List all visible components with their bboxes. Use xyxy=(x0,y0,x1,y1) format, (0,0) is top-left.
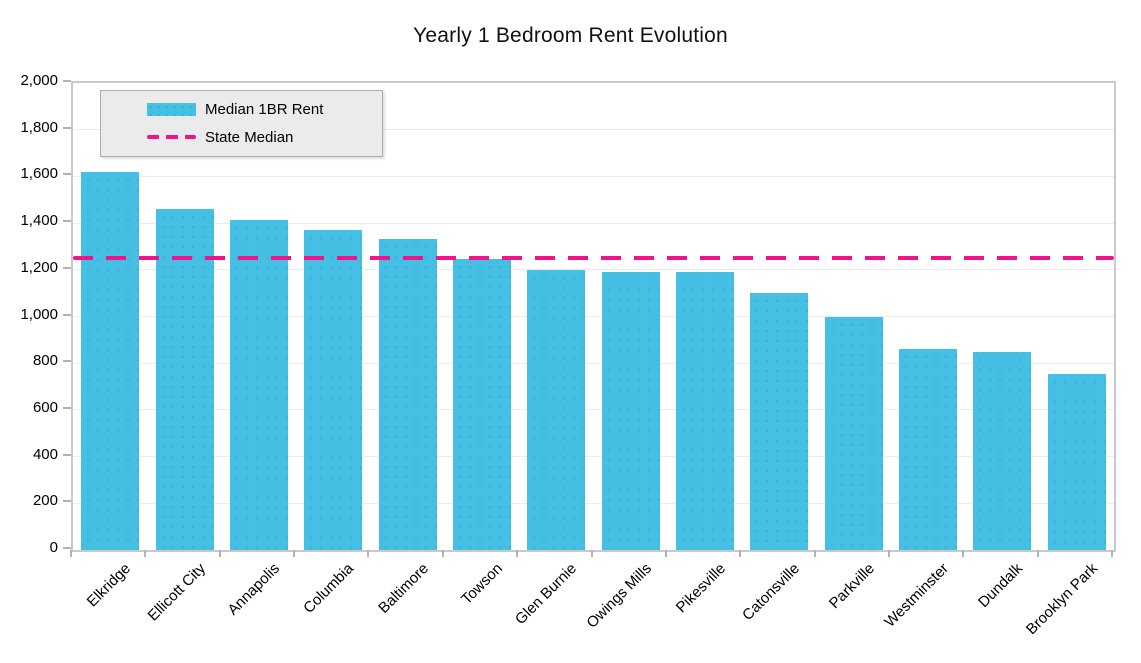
y-axis-tick-mark xyxy=(63,547,71,549)
bar-westminster[interactable] xyxy=(899,349,958,550)
bar-glen-burnie[interactable] xyxy=(527,269,586,550)
y-axis-tick-label: 1,800 xyxy=(20,118,58,136)
bar-pikesville[interactable] xyxy=(676,272,735,550)
y-axis-tick-label: 200 xyxy=(32,492,58,510)
bar-annapolis[interactable] xyxy=(229,219,288,550)
gridline xyxy=(73,269,1114,271)
y-axis-tick-label: 800 xyxy=(32,352,58,370)
bar-towson[interactable] xyxy=(452,259,511,550)
legend-label: State Median xyxy=(205,128,294,146)
bar-owings-mills[interactable] xyxy=(601,272,660,550)
gridline xyxy=(73,456,1114,458)
gridline xyxy=(73,409,1114,411)
x-axis-tick-mark xyxy=(218,550,221,557)
y-axis-tick-mark xyxy=(63,126,71,129)
x-axis-label-brooklyn-park: Brooklyn Park xyxy=(1022,560,1101,639)
y-axis-tick-label: 600 xyxy=(32,398,58,416)
y-axis-tick-label: 1,000 xyxy=(20,305,58,323)
x-axis-tick-mark xyxy=(813,550,816,557)
y-axis-tick-label: 400 xyxy=(32,445,58,463)
x-axis-tick-mark xyxy=(441,550,444,557)
x-axis-tick-mark xyxy=(739,550,742,557)
legend-item-state-median[interactable]: State Median xyxy=(101,129,382,146)
bar-ellicott-city[interactable] xyxy=(155,209,214,550)
y-axis-tick-label: 1,600 xyxy=(20,165,58,183)
plot-area xyxy=(71,81,1116,552)
y-axis-tick-mark xyxy=(63,173,71,176)
gridline xyxy=(73,222,1114,224)
legend: Median 1BR Rent State Median xyxy=(100,90,383,157)
gridline xyxy=(73,129,1114,131)
gridline xyxy=(73,175,1114,177)
y-axis-tick-mark xyxy=(63,266,71,269)
x-axis-tick-mark xyxy=(590,550,593,557)
y-axis-tick-mark xyxy=(63,453,71,456)
x-axis-tick-mark xyxy=(293,550,296,557)
y-axis-tick-mark xyxy=(63,80,71,82)
y-axis-tick-mark xyxy=(63,406,71,409)
gridline xyxy=(73,502,1114,504)
bar-parkville[interactable] xyxy=(824,316,883,550)
bar-baltimore[interactable] xyxy=(378,239,437,550)
bar-brooklyn-park[interactable] xyxy=(1047,373,1106,550)
y-axis-tick-mark xyxy=(63,313,71,316)
y-axis-tick-mark xyxy=(63,220,71,223)
legend-label: Median 1BR Rent xyxy=(205,101,324,119)
bar-columbia[interactable] xyxy=(304,230,363,550)
bar-swatch-icon xyxy=(147,103,196,117)
dashed-line-swatch-icon xyxy=(147,135,196,140)
x-axis-tick-mark xyxy=(144,550,147,557)
gridline xyxy=(73,316,1114,317)
gridline xyxy=(73,362,1114,364)
bar-catonsville[interactable] xyxy=(750,293,809,550)
y-axis-tick-mark xyxy=(63,360,71,363)
x-axis-tick-mark xyxy=(664,550,667,557)
bar-dundalk[interactable] xyxy=(973,351,1032,550)
x-axis-tick-mark xyxy=(367,550,370,557)
y-axis-tick-label: 2,000 xyxy=(20,72,58,89)
y-axis-tick-label: 0 xyxy=(49,539,58,556)
x-axis-tick-mark xyxy=(1111,550,1113,557)
x-axis-tick-mark xyxy=(516,550,519,557)
state-median-line xyxy=(73,256,1114,261)
x-axis-tick-mark xyxy=(70,550,72,557)
y-axis-tick-label: 1,400 xyxy=(20,212,58,230)
x-axis-tick-mark xyxy=(887,550,890,557)
chart-title: Yearly 1 Bedroom Rent Evolution xyxy=(413,24,728,47)
x-axis-tick-mark xyxy=(1036,550,1039,557)
y-axis-tick-mark xyxy=(63,500,71,503)
x-axis-tick-mark xyxy=(962,550,965,557)
bar-elkridge[interactable] xyxy=(81,171,140,550)
legend-item-median-1br-rent[interactable]: Median 1BR Rent xyxy=(101,101,382,118)
y-axis-tick-label: 1,200 xyxy=(20,258,58,276)
